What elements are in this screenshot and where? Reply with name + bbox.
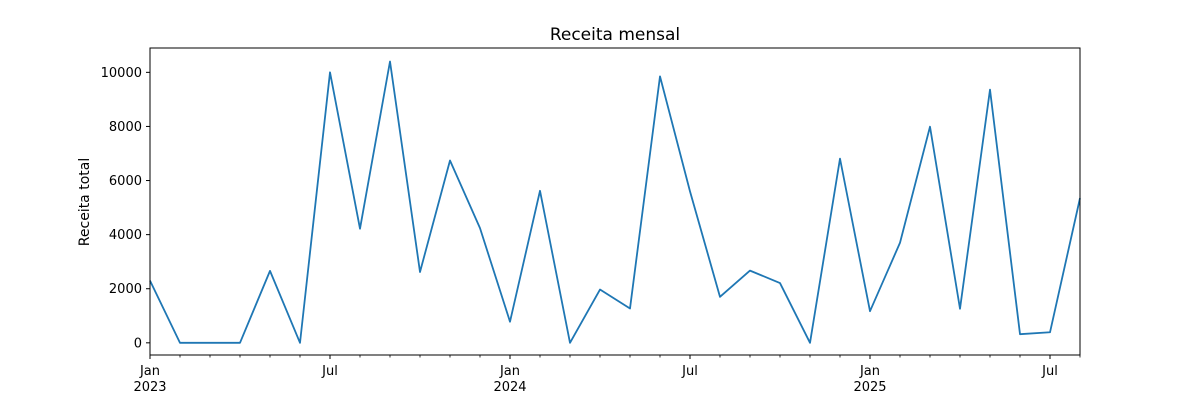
y-tick-label: 10000 (101, 66, 142, 81)
x-tick-label: Jan (139, 364, 160, 379)
x-tick-label: Jul (681, 364, 698, 379)
series-line (149, 60, 1081, 344)
y-axis-label: Receita total (77, 158, 93, 246)
chart-title: Receita mensal (550, 25, 680, 45)
y-tick-label: 2000 (109, 282, 142, 297)
y-tick-label: 6000 (109, 174, 142, 189)
x-tick-label: Jul (321, 364, 338, 379)
x-tick-year-label: 2025 (853, 380, 886, 395)
y-tick-label: 8000 (109, 120, 142, 135)
x-tick-label: Jan (499, 364, 520, 379)
x-tick-label: Jul (1041, 364, 1058, 379)
x-tick-year-label: 2023 (133, 380, 166, 395)
x-tick-year-label: 2024 (493, 380, 526, 395)
y-tick-label: 0 (134, 336, 142, 351)
axes-frame (149, 47, 1081, 356)
y-tick-label: 4000 (109, 228, 142, 243)
x-tick-label: Jan (859, 364, 880, 379)
